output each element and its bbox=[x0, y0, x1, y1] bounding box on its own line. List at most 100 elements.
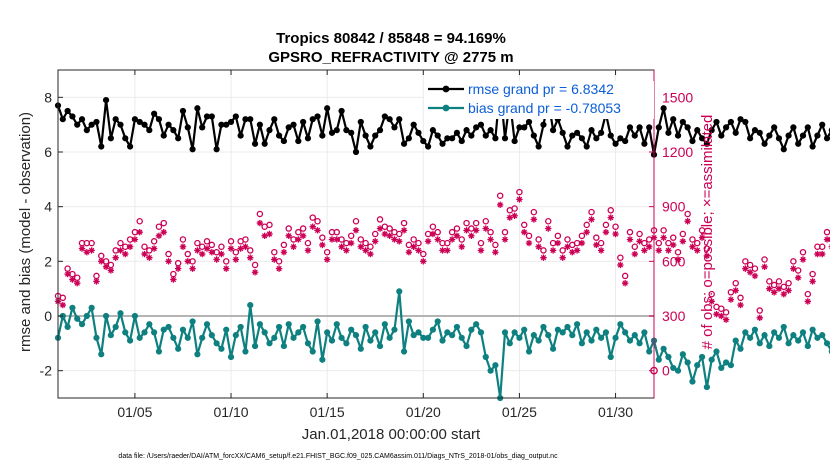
legend-bias-marker bbox=[442, 104, 450, 112]
rmse-point bbox=[199, 124, 206, 131]
possible-obs-point bbox=[525, 232, 533, 240]
possible-obs-point bbox=[251, 261, 259, 269]
possible-obs-point bbox=[323, 248, 331, 256]
bias-point bbox=[511, 329, 518, 336]
assimilated-obs-point bbox=[323, 256, 331, 263]
assimilated-obs-point bbox=[530, 216, 538, 223]
bias-point bbox=[554, 326, 561, 333]
bias-point bbox=[165, 323, 172, 331]
possible-obs-point bbox=[247, 247, 254, 254]
bias-point bbox=[328, 337, 336, 344]
bias-point bbox=[78, 321, 86, 328]
possible-obs-point bbox=[463, 219, 470, 227]
bias-point bbox=[583, 329, 590, 336]
assimilated-obs-point bbox=[155, 232, 163, 240]
assimilated-obs-point bbox=[309, 223, 316, 230]
data-file-footer: data file: /Users/raeder/DAI/ATM_forcXX/… bbox=[118, 453, 558, 460]
assimilated-obs-point bbox=[506, 214, 514, 221]
assimilated-obs-point bbox=[780, 290, 787, 298]
rmse-point bbox=[242, 116, 249, 123]
assimilated-obs-point bbox=[381, 230, 389, 238]
rmse-point bbox=[160, 132, 167, 139]
rmse-series-line bbox=[56, 85, 830, 156]
right-tick-label: 300 bbox=[662, 308, 686, 324]
x-tick-label: 01/10 bbox=[214, 404, 249, 420]
possible-obs-point bbox=[492, 241, 499, 249]
assimilated-obs-point bbox=[521, 228, 528, 236]
possible-obs-point bbox=[477, 239, 485, 247]
possible-obs-point bbox=[285, 225, 292, 232]
rmse-point bbox=[785, 132, 792, 139]
assimilated-obs-point bbox=[391, 236, 398, 243]
bias-point bbox=[617, 321, 624, 328]
rmse-point bbox=[74, 121, 81, 128]
rmse-point bbox=[300, 118, 307, 126]
rmse-point bbox=[617, 135, 624, 142]
bias-point bbox=[155, 348, 163, 355]
assimilated-obs-point bbox=[631, 250, 638, 258]
bias-point bbox=[74, 315, 81, 322]
bias-point bbox=[151, 329, 158, 336]
bias-point bbox=[487, 367, 494, 374]
possible-obs-point bbox=[472, 219, 480, 227]
rmse-point bbox=[525, 118, 533, 126]
assimilated-obs-point bbox=[242, 243, 249, 250]
assimilated-obs-point bbox=[237, 245, 244, 252]
assimilated-obs-point bbox=[684, 218, 691, 225]
bias-point bbox=[146, 321, 153, 328]
bias-point bbox=[453, 323, 461, 331]
rmse-point bbox=[713, 118, 720, 126]
bias-point bbox=[242, 348, 249, 355]
assimilated-obs-point bbox=[756, 314, 763, 322]
left-tick-label: 2 bbox=[44, 253, 52, 269]
bias-point bbox=[280, 342, 288, 350]
rmse-point bbox=[179, 107, 187, 115]
assimilated-obs-point bbox=[117, 247, 124, 254]
rmse-point bbox=[338, 107, 345, 115]
assimilated-obs-point bbox=[304, 247, 312, 254]
assimilated-obs-point bbox=[410, 243, 417, 250]
rmse-point bbox=[247, 116, 254, 123]
assimilated-obs-point bbox=[463, 227, 470, 234]
possible-obs-point bbox=[271, 248, 278, 256]
assimilated-obs-point bbox=[333, 236, 340, 243]
possible-obs-point bbox=[554, 232, 562, 240]
chart-title-line2: GPSRO_REFRACTIVITY @ 2775 m bbox=[268, 49, 513, 66]
bias-point bbox=[722, 359, 730, 366]
rmse-point bbox=[59, 116, 66, 123]
rmse-point bbox=[266, 127, 273, 134]
assimilated-obs-point bbox=[347, 239, 355, 247]
rmse-point bbox=[636, 124, 643, 131]
bias-point bbox=[449, 332, 456, 339]
bias-point bbox=[473, 321, 480, 328]
rmse-point bbox=[271, 116, 278, 123]
assimilated-obs-point bbox=[93, 278, 100, 285]
assimilated-obs-point bbox=[126, 243, 134, 250]
possible-obs-point bbox=[751, 265, 759, 272]
assimilated-obs-point bbox=[660, 234, 667, 241]
bias-point bbox=[213, 340, 220, 347]
x-tick-label: 01/30 bbox=[598, 404, 633, 420]
assimilated-obs-point bbox=[83, 249, 91, 256]
possible-obs-point bbox=[371, 230, 379, 238]
right-y-axis: 0 300 600 900 1200 1500 bbox=[649, 70, 693, 398]
possible-obs-point bbox=[314, 217, 321, 225]
assimilated-obs-point bbox=[496, 201, 504, 209]
bias-point bbox=[444, 329, 451, 336]
possible-obs-point bbox=[669, 234, 677, 241]
assimilated-obs-point bbox=[386, 232, 393, 240]
assimilated-obs-point bbox=[732, 287, 739, 294]
possible-obs-point bbox=[386, 225, 393, 232]
bias-point bbox=[458, 334, 465, 341]
assimilated-obs-point bbox=[275, 265, 283, 272]
rmse-point bbox=[141, 121, 148, 128]
possible-obs-point bbox=[304, 239, 312, 247]
possible-obs-point bbox=[684, 210, 691, 218]
bias-point bbox=[381, 321, 388, 328]
rmse-point bbox=[372, 132, 379, 139]
bias-point bbox=[343, 340, 350, 347]
rmse-point bbox=[573, 129, 581, 136]
bias-point bbox=[559, 329, 566, 336]
possible-obs-point bbox=[583, 221, 590, 229]
